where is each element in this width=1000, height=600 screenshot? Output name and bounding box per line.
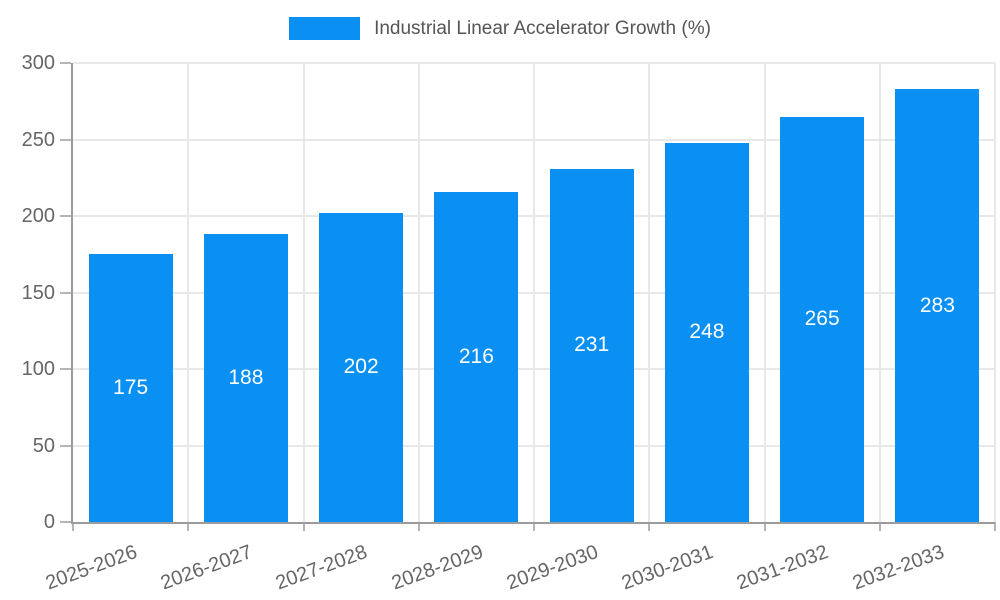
x-tick-label: 2032-2033 (849, 541, 947, 595)
legend-label: Industrial Linear Accelerator Growth (%) (374, 17, 711, 39)
x-tick-mark (648, 522, 651, 531)
x-tick-mark (72, 522, 74, 531)
bar: 175 (88, 254, 173, 522)
x-tick-label: 2029-2030 (503, 541, 602, 595)
y-tick-label: 200 (21, 205, 55, 227)
y-tick-mark (60, 444, 71, 447)
bar-value-label: 188 (228, 366, 264, 390)
bar-value-label: 283 (919, 293, 955, 317)
y-tick-label: 50 (32, 434, 55, 457)
x-tick-mark (878, 522, 881, 531)
x-tick-label: 2027-2028 (273, 541, 371, 595)
v-gridline (187, 63, 190, 522)
plot-area: 175 188 202 216 231 248 265 283 (60, 62, 996, 531)
bar: 283 (895, 89, 980, 522)
bar: 231 (549, 168, 634, 522)
bar-value-label: 202 (343, 355, 379, 379)
bar-value-label: 175 (113, 376, 149, 400)
y-tick-label: 300 (21, 52, 55, 74)
v-gridline (994, 63, 996, 522)
legend-swatch (289, 17, 361, 40)
x-tick-label: 2026-2027 (157, 541, 256, 595)
chart-legend[interactable]: Industrial Linear Accelerator Growth (%) (0, 17, 1000, 40)
x-tick-label: 2031-2032 (734, 541, 832, 595)
y-tick-mark (60, 62, 71, 64)
y-tick-label: 100 (21, 358, 55, 380)
x-tick-mark (302, 522, 305, 531)
bar-value-label: 231 (574, 333, 610, 357)
x-tick-mark (994, 522, 996, 531)
v-gridline (763, 63, 766, 522)
x-tick-label: 2025-2026 (42, 541, 141, 595)
v-gridline (302, 63, 305, 522)
bar-value-label: 265 (804, 307, 840, 331)
x-axis-line (71, 522, 995, 524)
v-gridline (648, 63, 651, 522)
v-gridline (533, 63, 535, 522)
y-tick-label: 150 (21, 281, 55, 304)
bar: 216 (434, 191, 519, 522)
bar: 202 (319, 212, 404, 522)
v-gridline (878, 63, 881, 522)
bar: 248 (664, 142, 749, 522)
x-tick-mark (763, 522, 766, 531)
x-tick-mark (417, 522, 420, 531)
bar: 265 (780, 116, 865, 522)
y-tick-mark (60, 215, 71, 217)
x-tick-label: 2030-2031 (618, 541, 717, 595)
y-tick-mark (60, 521, 71, 523)
y-tick-mark (60, 368, 71, 370)
y-tick-label: 0 (43, 511, 55, 533)
bar-value-label: 248 (689, 320, 725, 344)
v-gridline (417, 63, 420, 522)
x-tick-mark (187, 522, 190, 531)
y-tick-mark (60, 138, 71, 141)
x-tick-label: 2028-2029 (388, 541, 486, 595)
bar: 188 (203, 234, 288, 522)
y-tick-label: 250 (21, 128, 55, 151)
y-tick-mark (60, 291, 71, 294)
x-tick-mark (533, 522, 535, 531)
bar-value-label: 216 (458, 344, 494, 368)
y-axis-line (71, 63, 73, 524)
